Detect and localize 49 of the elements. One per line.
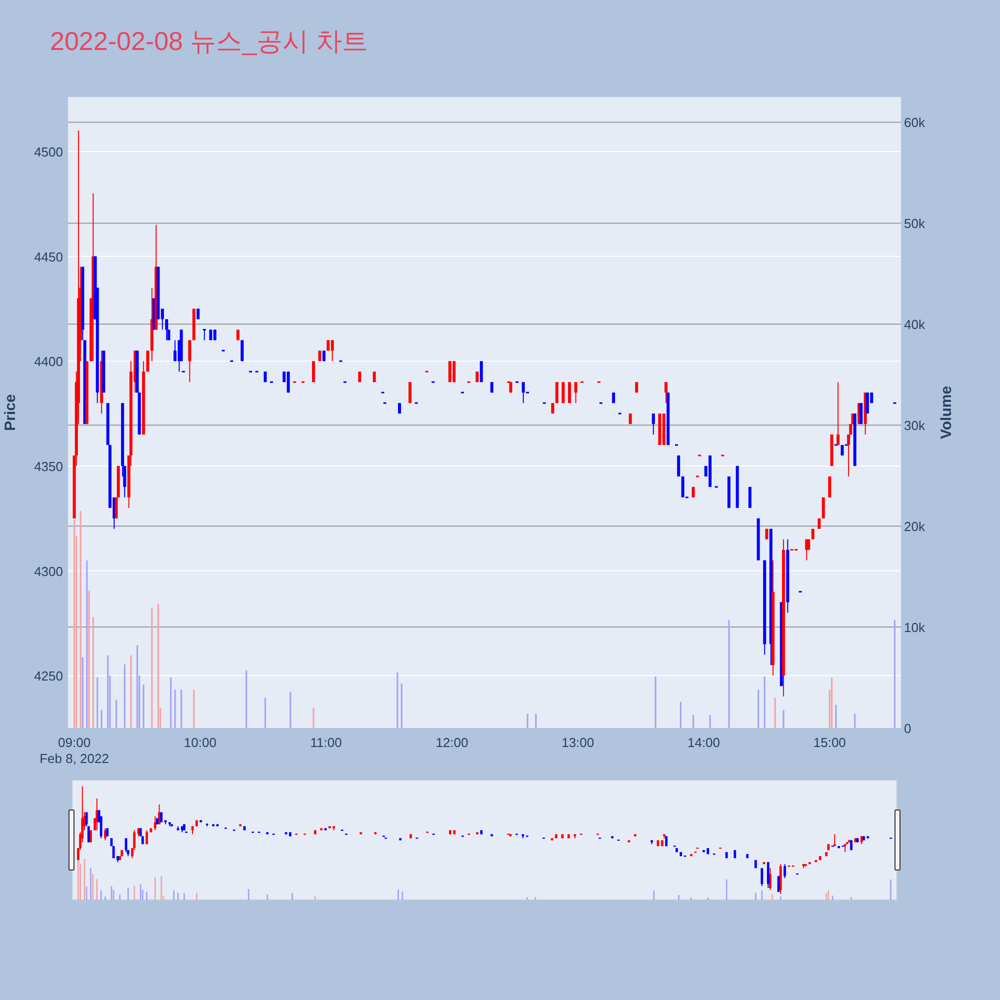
candlestick xyxy=(174,340,177,362)
y2-tick-label: 10k xyxy=(904,620,926,636)
x-tick-label: 11:00 xyxy=(310,735,342,750)
text: Feb 8, 2022 xyxy=(40,751,109,766)
x-tick-label: 13:00 xyxy=(562,735,594,750)
candlestick xyxy=(146,350,150,372)
y-tick-label: 4500 xyxy=(34,144,63,160)
candlestick xyxy=(240,340,244,362)
x-tick-label: 15:00 xyxy=(813,735,846,750)
candlestick xyxy=(555,382,558,404)
candlestick xyxy=(286,371,290,394)
y-tick-label: 4250 xyxy=(34,668,63,684)
y-axis-title: Price xyxy=(2,394,19,431)
candlestick xyxy=(480,360,483,383)
candlestick xyxy=(836,382,840,446)
y2-tick-label: 40k xyxy=(904,317,926,332)
y2-tick-label: 60k xyxy=(904,115,926,130)
y2-tick-label: 50k xyxy=(904,216,926,232)
candlestick xyxy=(748,486,752,508)
candlestick xyxy=(568,382,571,404)
candlestick xyxy=(664,382,668,404)
y2-axis-title: Volume xyxy=(938,386,955,440)
candlestick xyxy=(822,496,825,519)
x-tick-label: 14:00 xyxy=(687,735,720,750)
candlestick xyxy=(188,340,192,383)
candlestick xyxy=(522,382,525,404)
y-tick-label: 4350 xyxy=(34,458,63,474)
y-tick-label: 4400 xyxy=(34,354,63,370)
candlestick xyxy=(562,382,565,404)
y-tick-label: 4450 xyxy=(34,249,63,264)
candlestick xyxy=(448,360,452,383)
y2-tick-label: 30k xyxy=(904,418,926,434)
y2-tick-label: 20k xyxy=(904,519,926,534)
y-tick-label: 4300 xyxy=(34,564,63,579)
candlestick xyxy=(652,413,655,436)
candlestick xyxy=(681,476,684,498)
y2-tick-label: 0 xyxy=(904,721,912,736)
candlestick xyxy=(828,476,832,498)
candlestick xyxy=(677,454,680,477)
candlestick xyxy=(452,360,456,383)
x-tick-label: 09:00 xyxy=(58,735,91,750)
chart-title: 2022-02-08 뉴스_공시 차트 xyxy=(50,26,368,56)
x-tick-label: 12:00 xyxy=(436,735,468,750)
candlestick xyxy=(574,382,578,404)
candlestick xyxy=(408,382,412,404)
candlestick xyxy=(202,328,206,341)
x-tick-label: 10:00 xyxy=(184,735,216,750)
candlestick xyxy=(330,340,334,362)
candlestick xyxy=(866,392,869,414)
